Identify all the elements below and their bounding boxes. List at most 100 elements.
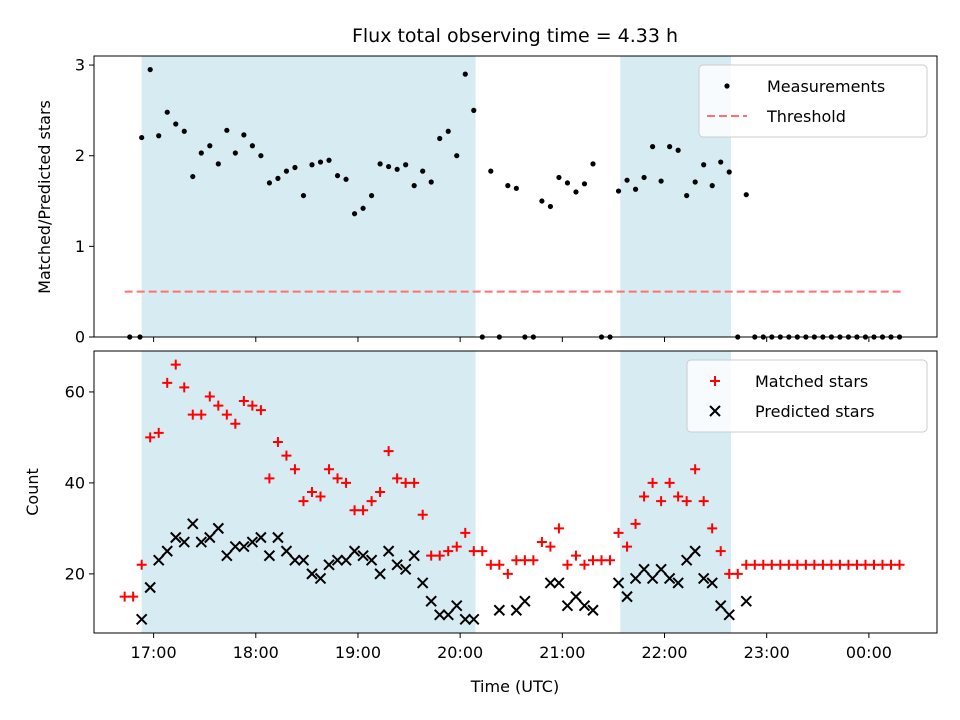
matched-stars-point xyxy=(383,446,394,457)
legend-label: Matched stars xyxy=(755,372,868,391)
measurement-point xyxy=(624,177,630,183)
predicted-stars-point xyxy=(459,613,471,626)
measurement-point xyxy=(513,185,519,191)
predicted-stars-point xyxy=(238,540,250,553)
measurement-point xyxy=(258,153,264,159)
predicted-stars-point xyxy=(357,549,369,562)
matched-stars-point xyxy=(868,559,879,570)
x-tick-label: 20:00 xyxy=(437,643,483,662)
measurement-point xyxy=(173,121,179,127)
matched-stars-point xyxy=(417,509,428,520)
predicted-stars-point xyxy=(706,577,718,589)
measurement-point xyxy=(547,203,554,210)
predicted-stars-point xyxy=(187,518,199,530)
predicted-stars-point xyxy=(434,609,446,621)
predicted-stars-point xyxy=(221,549,233,562)
legend: Measurements Threshold xyxy=(698,64,928,138)
predicted-stars-point xyxy=(135,613,148,626)
predicted-stars-point xyxy=(255,531,267,544)
matched-stars-point xyxy=(673,491,684,502)
y-tick-label: 20 xyxy=(65,564,85,583)
measurement-point xyxy=(156,133,162,139)
matched-stars-point xyxy=(230,418,241,429)
predicted-stars-point xyxy=(468,613,480,626)
matched-stars-point xyxy=(264,473,275,484)
predicted-stars-point xyxy=(510,604,523,616)
matched-stars-point xyxy=(392,473,403,484)
matched-stars-point xyxy=(315,491,326,502)
measurement-point xyxy=(709,183,715,189)
predicted-stars-point xyxy=(212,522,225,535)
measurement-point xyxy=(411,183,417,189)
matched-stars-point xyxy=(545,541,556,552)
matched-stars-point xyxy=(221,409,232,420)
matched-stars-point xyxy=(136,559,147,570)
legend-box xyxy=(698,64,928,138)
matched-stars-point xyxy=(570,550,581,561)
measurement-point xyxy=(283,168,290,174)
axes-frame xyxy=(93,350,938,634)
matched-stars-point xyxy=(298,496,309,507)
predicted-stars-point xyxy=(578,600,591,612)
predicted-stars-point xyxy=(374,568,386,580)
predicted-stars-point xyxy=(570,590,582,603)
matched-stars-point xyxy=(196,409,207,420)
predicted-stars-point xyxy=(340,554,352,566)
measurement-point xyxy=(368,192,375,199)
matched-stars-point xyxy=(238,396,249,407)
matched-stars-point xyxy=(485,559,496,570)
matched-stars-point xyxy=(153,427,164,438)
y-tick-label: 2 xyxy=(75,146,85,165)
matched-stars-point xyxy=(511,555,522,566)
matched-stars-point xyxy=(213,400,224,411)
matched-stars-point xyxy=(366,496,377,507)
predicted-stars-point xyxy=(715,600,727,612)
measurement-point xyxy=(164,109,170,115)
measurement-point xyxy=(139,134,145,141)
matched-stars-point xyxy=(341,477,352,488)
matched-stars-point xyxy=(451,541,462,552)
x-tick-label: 17:00 xyxy=(131,643,177,662)
legend: Matched stars Predicted stars xyxy=(686,359,928,433)
matched-stars-point xyxy=(145,432,156,443)
matched-stars-point xyxy=(630,518,641,529)
matched-stars-point xyxy=(596,555,607,566)
measurement-point xyxy=(343,176,349,182)
matched-stars-point xyxy=(204,391,215,402)
x-tick-label: 18:00 xyxy=(233,643,279,662)
predicted-stars-point xyxy=(161,545,173,557)
measurement-point xyxy=(471,107,477,113)
measurement-point xyxy=(445,128,451,134)
predicted-stars-point xyxy=(425,595,437,607)
matched-stars-point xyxy=(681,496,692,507)
matched-stars-point xyxy=(281,450,292,461)
matched-stars-point xyxy=(289,464,300,475)
measurement-point xyxy=(428,179,434,185)
matched-stars-point xyxy=(272,436,283,447)
predicted-stars-point xyxy=(493,604,506,616)
matched-stars-point xyxy=(587,555,598,566)
predicted-stars-point xyxy=(680,554,693,566)
matched-stars-point xyxy=(460,527,471,538)
predicted-stars-point xyxy=(246,536,259,548)
matched-stars-point xyxy=(375,487,386,497)
measurement-point xyxy=(539,198,545,204)
matched-stars-point xyxy=(553,523,564,534)
matched-stars-point xyxy=(766,559,777,570)
measurement-point xyxy=(649,144,656,150)
predicted-stars-point xyxy=(621,590,633,603)
measurement-point xyxy=(190,173,196,180)
predicted-stars-point xyxy=(655,563,667,576)
predicted-stars-point xyxy=(638,563,650,576)
measurement-point xyxy=(386,163,392,170)
measurement-point xyxy=(590,161,596,167)
matched-stars-point xyxy=(877,559,888,570)
measurement-point xyxy=(198,150,204,156)
matched-stars-point xyxy=(834,559,845,570)
predicted-stars-point xyxy=(612,577,625,589)
predicted-stars-point xyxy=(689,545,701,557)
measurement-point xyxy=(573,189,579,195)
matched-stars-point xyxy=(656,496,667,507)
predicted-stars-point xyxy=(382,545,395,557)
